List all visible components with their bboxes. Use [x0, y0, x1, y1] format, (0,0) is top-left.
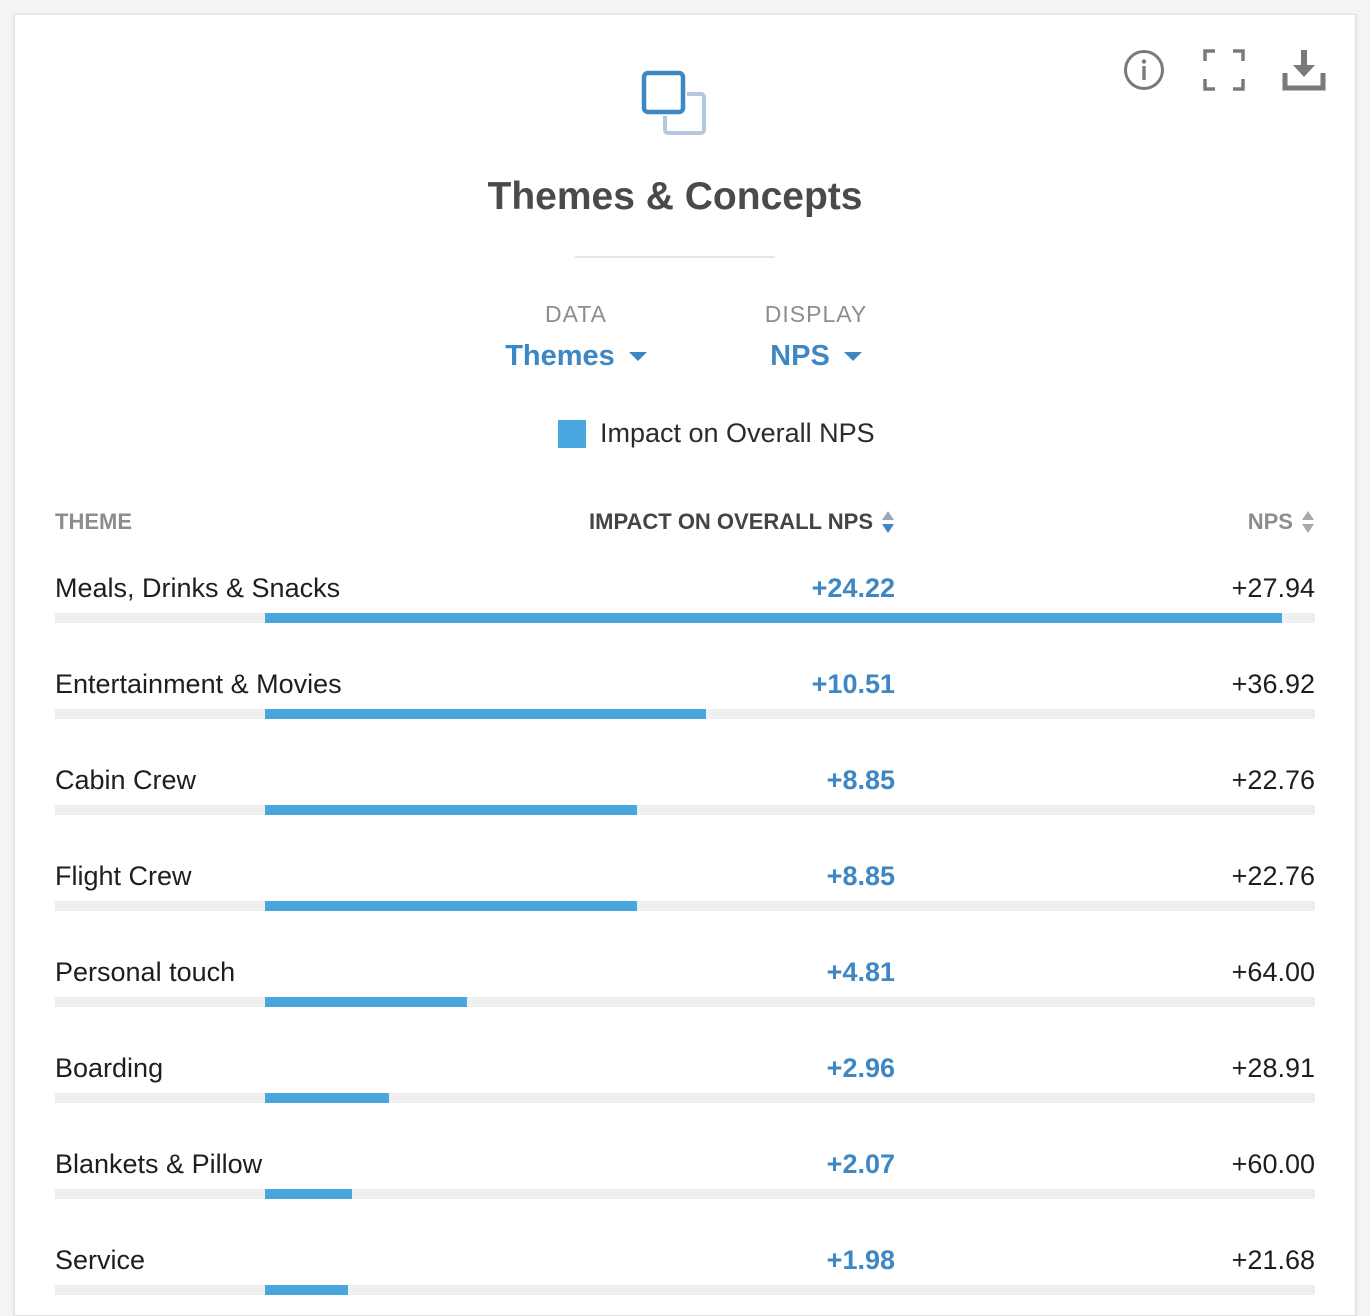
impact-value: +8.85 [826, 765, 895, 795]
table-row[interactable]: Personal touch +4.81 +64.00 [55, 955, 1315, 1051]
impact-bar [265, 1093, 389, 1103]
display-selector-value-row: NPS [755, 340, 877, 373]
theme-table: Meals, Drinks & Snacks +24.22 +27.94 Ent… [55, 571, 1315, 1315]
column-header-theme: THEME [55, 509, 132, 535]
impact-value: +4.81 [826, 957, 895, 987]
impact-bar [265, 1285, 348, 1295]
nps-value: +60.00 [1231, 1149, 1315, 1179]
legend-label: Impact on Overall NPS [600, 418, 875, 448]
impact-bar-track [55, 997, 1315, 1007]
info-icon [1124, 50, 1164, 90]
table-row[interactable]: Cabin Crew +8.85 +22.76 [55, 763, 1315, 859]
table-row[interactable]: Flight Crew +8.85 +22.76 [55, 859, 1315, 955]
table-row[interactable]: Meals, Drinks & Snacks +24.22 +27.94 [55, 571, 1315, 667]
title-divider [575, 256, 775, 258]
impact-value: +10.51 [811, 669, 895, 699]
impact-value: +2.07 [826, 1149, 895, 1179]
impact-bar-track [55, 901, 1315, 911]
nps-value: +36.92 [1231, 669, 1315, 699]
data-selector-value-row: Themes [501, 340, 651, 373]
nps-value: +64.00 [1231, 957, 1315, 987]
nps-value: +27.94 [1231, 573, 1315, 603]
nps-value: +28.91 [1231, 1053, 1315, 1083]
theme-name: Cabin Crew [55, 765, 197, 795]
impact-bar-track [55, 1093, 1315, 1103]
display-selector-value: NPS [770, 340, 830, 372]
legend-item[interactable]: Impact on Overall NPS [558, 418, 875, 449]
impact-bar-track [55, 1189, 1315, 1199]
fullscreen-icon [1203, 49, 1245, 91]
theme-name: Blankets & Pillow [55, 1149, 263, 1179]
chevron-down-icon [628, 352, 647, 361]
widget-icon [641, 70, 706, 135]
column-header-impact[interactable]: IMPACT ON OVERALL NPS [589, 509, 895, 535]
legend-swatch [558, 419, 586, 448]
impact-bar [265, 709, 706, 719]
impact-value: +8.85 [826, 861, 895, 891]
table-row[interactable]: Boarding +2.96 +28.91 [55, 1051, 1315, 1147]
impact-bar-track [55, 709, 1315, 719]
impact-bar [265, 1189, 352, 1199]
impact-bar [265, 805, 637, 815]
display-selector-label: DISPLAY [764, 301, 868, 327]
sort-icon [882, 511, 894, 533]
theme-name: Entertainment & Movies [55, 669, 342, 699]
data-selector-value: Themes [505, 340, 615, 372]
nps-value: +22.76 [1231, 861, 1315, 891]
impact-bar-track [55, 1285, 1315, 1295]
theme-name: Service [55, 1245, 146, 1275]
column-header-nps-label: NPS [1247, 509, 1293, 534]
widget-actions [1121, 47, 1327, 93]
sort-icon [1302, 511, 1314, 533]
download-icon [1282, 50, 1326, 91]
data-selector-label: DATA [545, 301, 607, 327]
fullscreen-button[interactable] [1201, 47, 1247, 93]
impact-value: +2.96 [826, 1053, 895, 1083]
impact-bar-track [55, 613, 1315, 623]
column-header-impact-label: IMPACT ON OVERALL NPS [589, 509, 873, 534]
table-row[interactable]: Service +1.98 +21.68 [55, 1243, 1315, 1315]
impact-value: +24.22 [811, 573, 895, 603]
theme-name: Flight Crew [55, 861, 192, 891]
theme-name: Personal touch [55, 957, 236, 987]
column-header-theme-label: THEME [55, 509, 132, 534]
column-header-nps[interactable]: NPS [1248, 509, 1315, 535]
impact-bar-track [55, 805, 1315, 815]
impact-bar [265, 997, 467, 1007]
impact-value: +1.98 [826, 1245, 895, 1275]
themes-widget-card: Themes & Concepts DATA Themes DISPLAY NP… [14, 14, 1356, 1316]
chevron-down-icon [843, 352, 862, 361]
theme-name: Meals, Drinks & Snacks [55, 573, 341, 603]
data-selector[interactable]: DATA Themes [501, 301, 651, 373]
table-row[interactable]: Entertainment & Movies +10.51 +36.92 [55, 667, 1315, 763]
download-button[interactable] [1281, 47, 1327, 93]
impact-bar [265, 901, 637, 911]
impact-bar [265, 613, 1282, 623]
theme-name: Boarding [55, 1053, 164, 1083]
nps-value: +22.76 [1231, 765, 1315, 795]
display-selector[interactable]: DISPLAY NPS [755, 301, 877, 373]
info-button[interactable] [1121, 47, 1167, 93]
table-row[interactable]: Blankets & Pillow +2.07 +60.00 [55, 1147, 1315, 1243]
nps-value: +21.68 [1231, 1245, 1315, 1275]
widget-title: Themes & Concepts [487, 175, 863, 218]
